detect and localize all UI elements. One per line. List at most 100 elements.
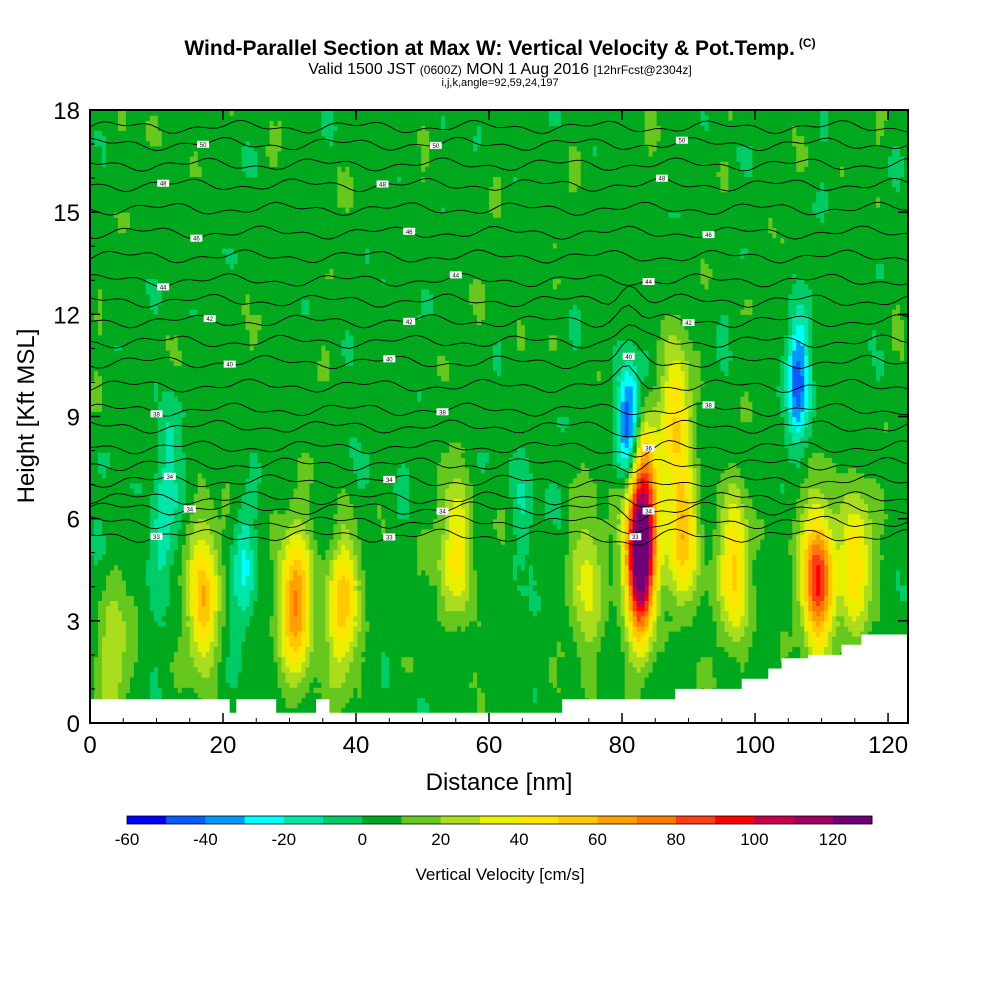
- velocity-cell: [106, 508, 111, 514]
- velocity-cell: [138, 417, 143, 423]
- velocity-cell: [98, 294, 103, 300]
- velocity-cell: [106, 130, 111, 136]
- velocity-cell: [106, 687, 111, 693]
- velocity-cell: [146, 371, 151, 377]
- velocity-cell: [134, 600, 139, 606]
- velocity-cell: [102, 616, 107, 622]
- velocity-cell: [102, 406, 107, 412]
- velocity-cell: [130, 386, 135, 392]
- velocity-cell: [126, 529, 131, 535]
- velocity-cell: [138, 667, 143, 673]
- velocity-cell: [118, 529, 123, 535]
- velocity-cell: [134, 646, 139, 652]
- velocity-cell: [118, 340, 123, 346]
- velocity-cell: [154, 371, 159, 377]
- velocity-cell: [126, 146, 131, 152]
- velocity-cell: [130, 258, 135, 264]
- velocity-cell: [114, 621, 119, 627]
- velocity-cell: [98, 452, 103, 458]
- velocity-cell: [114, 672, 119, 678]
- velocity-cell: [118, 202, 123, 208]
- velocity-cell: [102, 468, 107, 474]
- velocity-cell: [118, 483, 123, 489]
- velocity-cell: [106, 554, 111, 560]
- velocity-cell: [106, 595, 111, 601]
- velocity-cell: [134, 284, 139, 290]
- velocity-cell: [114, 692, 119, 698]
- velocity-cell: [158, 616, 163, 622]
- velocity-cell: [110, 651, 115, 657]
- velocity-cell: [130, 417, 135, 423]
- velocity-cell: [134, 595, 139, 601]
- velocity-cell: [138, 202, 143, 208]
- velocity-cell: [94, 330, 99, 336]
- velocity-cell: [106, 350, 111, 356]
- velocity-cell: [94, 141, 99, 147]
- velocity-cell: [150, 692, 155, 698]
- velocity-cell: [150, 473, 155, 479]
- velocity-cell: [110, 621, 115, 627]
- velocity-cell: [122, 442, 127, 448]
- velocity-cell: [122, 166, 127, 172]
- velocity-cell: [146, 299, 151, 305]
- velocity-cell: [94, 304, 99, 310]
- velocity-cell: [98, 672, 103, 678]
- velocity-cell: [122, 585, 127, 591]
- velocity-cell: [94, 437, 99, 443]
- velocity-cell: [142, 268, 147, 274]
- velocity-cell: [154, 646, 159, 652]
- velocity-cell: [154, 611, 159, 617]
- velocity-cell: [130, 130, 135, 136]
- velocity-cell: [134, 294, 139, 300]
- velocity-cell: [94, 427, 99, 433]
- velocity-cell: [118, 677, 123, 683]
- velocity-cell: [126, 687, 131, 693]
- velocity-cell: [118, 197, 123, 203]
- velocity-cell: [130, 304, 135, 310]
- velocity-cell: [146, 549, 151, 555]
- velocity-cell: [142, 657, 147, 663]
- velocity-cell: [130, 345, 135, 351]
- velocity-cell: [122, 202, 127, 208]
- velocity-cell: [118, 687, 123, 693]
- velocity-cell: [106, 406, 111, 412]
- velocity-cell: [154, 386, 159, 392]
- velocity-cell: [130, 544, 135, 550]
- velocity-cell: [118, 222, 123, 228]
- velocity-cell: [110, 115, 115, 121]
- velocity-cell: [102, 360, 107, 366]
- velocity-cell: [114, 314, 119, 320]
- velocity-cell: [130, 534, 135, 540]
- velocity-cell: [106, 187, 111, 193]
- velocity-cell: [138, 503, 143, 509]
- velocity-cell: [134, 345, 139, 351]
- velocity-cell: [142, 692, 147, 698]
- velocity-cell: [154, 483, 159, 489]
- velocity-cell: [126, 304, 131, 310]
- velocity-cell: [142, 396, 147, 402]
- velocity-cell: [114, 417, 119, 423]
- velocity-cell: [94, 217, 99, 223]
- velocity-cell: [94, 136, 99, 142]
- velocity-cell: [150, 371, 155, 377]
- velocity-cell: [158, 606, 163, 612]
- velocity-cell: [94, 641, 99, 647]
- velocity-cell: [158, 554, 163, 560]
- velocity-cell: [126, 565, 131, 571]
- velocity-cell: [150, 222, 155, 228]
- velocity-cell: [102, 508, 107, 514]
- velocity-cell: [130, 498, 135, 504]
- velocity-cell: [126, 422, 131, 428]
- velocity-cell: [122, 263, 127, 269]
- velocity-cell: [110, 570, 115, 576]
- velocity-cell: [118, 141, 123, 147]
- velocity-cell: [142, 258, 147, 264]
- velocity-cell: [94, 268, 99, 274]
- velocity-cell: [98, 187, 103, 193]
- velocity-cell: [106, 611, 111, 617]
- velocity-cell: [122, 692, 127, 698]
- velocity-cell: [94, 360, 99, 366]
- velocity-cell: [130, 222, 135, 228]
- velocity-cell: [154, 243, 159, 249]
- velocity-cell: [122, 452, 127, 458]
